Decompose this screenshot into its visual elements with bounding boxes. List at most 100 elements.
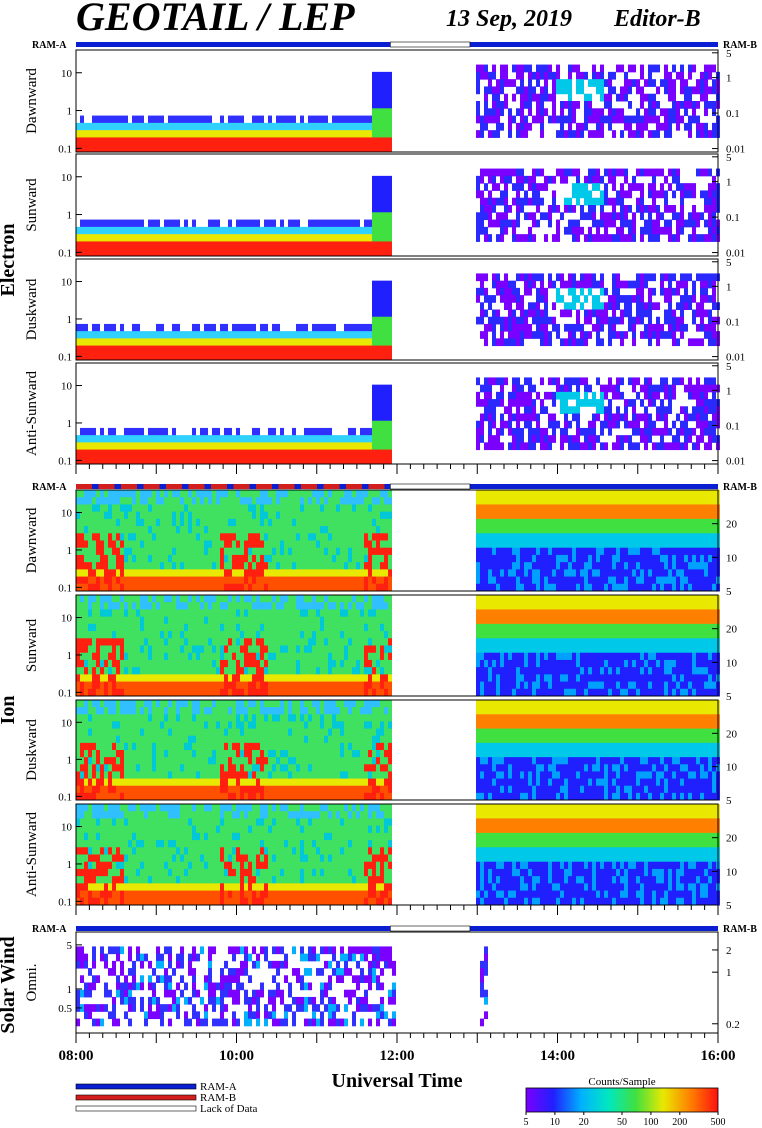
spectrogram-cell xyxy=(196,345,200,354)
spectrogram-cell xyxy=(88,226,92,235)
spectrogram-cell xyxy=(668,309,672,318)
spectrogram-cell xyxy=(548,71,552,80)
spectrogram-cell xyxy=(240,442,244,451)
spectrogram-cell xyxy=(656,168,660,177)
spectrogram-cell xyxy=(228,504,232,513)
spectrogram-cell xyxy=(480,331,484,339)
spectrogram-cell xyxy=(712,122,716,131)
spectrogram-cell xyxy=(252,338,256,347)
spectrogram-cell xyxy=(576,427,580,436)
spectrogram-cell xyxy=(180,130,184,138)
spectrogram-cell xyxy=(548,115,552,124)
spectrogram-cell xyxy=(220,115,224,124)
spectrogram-cell xyxy=(480,302,484,310)
spectrogram-cell xyxy=(120,562,124,570)
spectrogram-cell xyxy=(320,562,324,570)
spectrogram-cell xyxy=(520,175,524,184)
spectrogram-cell xyxy=(268,547,272,556)
spectrogram-cell xyxy=(560,435,564,443)
spectrogram-cell xyxy=(292,338,296,347)
spectrogram-cell xyxy=(616,420,620,429)
spectrogram-cell xyxy=(680,197,684,206)
spectrogram-cell xyxy=(604,533,608,541)
spectrogram-cell xyxy=(364,331,368,339)
spectrogram-cell xyxy=(192,130,196,138)
spectrogram-cell xyxy=(576,399,580,407)
spectrogram-cell xyxy=(388,518,392,527)
spectrogram-cell xyxy=(372,197,376,206)
spectrogram-cell xyxy=(568,562,572,570)
spectrogram-cell xyxy=(136,533,140,541)
spectrogram-cell xyxy=(324,115,328,124)
spectrogram-cell xyxy=(192,219,196,228)
spectrogram-cell xyxy=(656,323,660,332)
spectrogram-cell xyxy=(544,71,548,80)
spectrogram-cell xyxy=(348,449,352,458)
spectrogram-cell xyxy=(676,101,680,109)
spectrogram-cell xyxy=(576,130,580,138)
spectrogram-cell xyxy=(324,504,328,513)
spectrogram-cell xyxy=(588,331,592,339)
spectrogram-cell xyxy=(540,323,544,332)
spectrogram-cell xyxy=(388,190,392,199)
spectrogram-cell xyxy=(656,316,660,325)
spectrogram-cell xyxy=(312,540,316,549)
spectrogram-cell xyxy=(320,130,324,138)
spectrogram-cell xyxy=(144,435,148,443)
spectrogram-cell xyxy=(228,583,232,592)
spectrogram-cell xyxy=(312,234,316,242)
spectrogram-cell xyxy=(508,323,512,332)
spectrogram-cell xyxy=(632,406,636,414)
spectrogram-cell xyxy=(328,526,332,534)
spectrogram-cell xyxy=(132,540,136,549)
spectrogram-cell xyxy=(192,241,196,250)
spectrogram-cell xyxy=(108,226,112,235)
spectrogram-cell xyxy=(640,273,644,282)
spectrogram-cell xyxy=(496,101,500,109)
spectrogram-cell xyxy=(308,345,312,354)
spectrogram-cell xyxy=(268,442,272,451)
spectrogram-cell xyxy=(372,391,376,400)
spectrogram-cell xyxy=(144,338,148,347)
spectrogram-cell xyxy=(104,526,108,534)
spectrogram-cell xyxy=(528,399,532,407)
spectrogram-cell xyxy=(376,449,380,458)
spectrogram-cell xyxy=(164,533,168,541)
spectrogram-cell xyxy=(288,554,292,563)
spectrogram-cell xyxy=(560,212,564,221)
spectrogram-cell xyxy=(624,547,628,556)
spectrogram-cell xyxy=(176,569,180,578)
spectrogram-cell xyxy=(220,338,224,347)
spectrogram-cell xyxy=(124,226,128,235)
spectrogram-cell xyxy=(172,569,176,578)
spectrogram-cell xyxy=(584,93,588,102)
spectrogram-cell xyxy=(476,377,480,386)
spectrogram-cell xyxy=(180,526,184,534)
spectrogram-cell xyxy=(176,449,180,458)
spectrogram-cell xyxy=(128,234,132,242)
spectrogram-cell xyxy=(380,144,384,153)
spectrogram-cell xyxy=(352,442,356,451)
spectrogram-cell xyxy=(516,435,520,443)
spectrogram-cell xyxy=(192,435,196,443)
spectrogram-cell xyxy=(308,234,312,242)
spectrogram-cell xyxy=(388,456,392,465)
spectrogram-cell xyxy=(220,435,224,443)
spectrogram-cell xyxy=(148,115,152,124)
spectrogram-cell xyxy=(84,130,88,138)
spectrogram-cell xyxy=(476,295,480,303)
spectrogram-cell xyxy=(160,234,164,242)
spectrogram-cell xyxy=(640,168,644,177)
spectrogram-cell xyxy=(136,323,140,332)
spectrogram-cell xyxy=(140,352,144,361)
spectrogram-cell xyxy=(92,338,96,347)
spectrogram-cell xyxy=(576,435,580,443)
spectrogram-cell xyxy=(696,384,700,393)
spectrogram-cell xyxy=(592,323,596,332)
spectrogram-cell xyxy=(648,273,652,282)
spectrogram-cell xyxy=(284,234,288,242)
spectrogram-cell xyxy=(264,562,268,570)
spectrogram-cell xyxy=(136,562,140,570)
spectrogram-cell xyxy=(324,449,328,458)
